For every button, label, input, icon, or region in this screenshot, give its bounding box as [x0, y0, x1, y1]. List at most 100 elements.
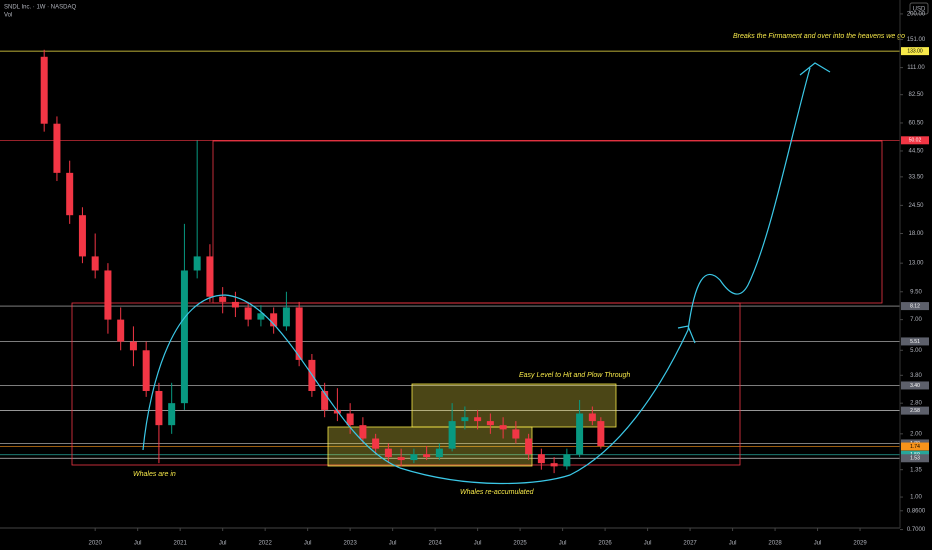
- y-tick-label: 18.00: [908, 231, 924, 237]
- candle-body: [384, 448, 392, 458]
- x-tick-label: 2025: [513, 541, 527, 547]
- candle-body: [257, 313, 265, 320]
- y-tick-label: 200.00: [907, 12, 926, 18]
- candle-body: [117, 319, 125, 342]
- candle-body: [597, 421, 605, 447]
- candle-body: [78, 215, 86, 257]
- candle-body: [423, 454, 431, 458]
- x-tick-label: Jul: [729, 541, 737, 547]
- candle-body: [486, 421, 494, 426]
- x-tick-label: 2021: [173, 541, 187, 547]
- candle-body: [359, 425, 367, 439]
- candle-body: [576, 413, 584, 455]
- candle-body: [219, 296, 227, 302]
- level-label: 2.58: [910, 408, 920, 414]
- level-tag: [901, 406, 929, 415]
- candle-body: [512, 429, 520, 439]
- y-tick-label: 151.00: [907, 37, 926, 43]
- candle-body: [180, 270, 188, 404]
- y-tick-label: 1.35: [910, 467, 922, 473]
- yellow-box: [411, 383, 617, 428]
- y-tick-label: 2.80: [910, 401, 922, 407]
- level-tag: [901, 337, 929, 346]
- candle-body: [40, 56, 48, 124]
- candle-body: [372, 438, 380, 449]
- candle-body: [168, 403, 176, 426]
- y-tick-label: 3.80: [910, 373, 922, 379]
- candle-body: [525, 438, 533, 455]
- axes: 200.00 151.00 111.00 82.50 60.50 44.50 33.50 24…: [89, 12, 929, 547]
- candle-body: [91, 256, 99, 271]
- candle-body: [155, 390, 163, 426]
- candle-body: [461, 417, 469, 422]
- x-tick-label: 2029: [853, 541, 867, 547]
- x-tick-label: 2026: [598, 541, 612, 547]
- yellow-box: [327, 426, 533, 467]
- x-tick-label: 2022: [258, 541, 272, 547]
- candle-body: [499, 425, 507, 430]
- x-tick-label: Jul: [644, 541, 652, 547]
- candle-body: [53, 123, 61, 173]
- candle-body: [129, 341, 137, 351]
- level-label: 50.02: [909, 138, 922, 144]
- y-tick-label: 33.50: [908, 174, 924, 180]
- candle-body: [270, 313, 278, 327]
- annotation: Whales are in: [133, 471, 176, 478]
- drawn-curve: [142, 62, 831, 485]
- x-tick-label: Jul: [134, 541, 142, 547]
- y-tick-label: 9.50: [910, 289, 922, 295]
- candle-body: [244, 307, 252, 320]
- candle-body: [206, 256, 214, 297]
- candle-body: [474, 417, 482, 422]
- y-tick-label: 0.8600: [907, 508, 926, 514]
- x-tick-label: Jul: [304, 541, 312, 547]
- x-tick-label: 2020: [89, 541, 103, 547]
- y-tick-label: 2.00: [910, 431, 922, 437]
- level-label: 8.12: [910, 303, 920, 309]
- candle-body: [295, 307, 303, 360]
- currency: USD: [913, 7, 926, 13]
- annotation: Whales re-accumulated: [460, 489, 535, 496]
- red-box: [71, 302, 741, 466]
- candle-body: [104, 270, 112, 320]
- level-label: 1.74: [910, 444, 920, 450]
- x-tick-label: 2027: [683, 541, 697, 547]
- y-tick-label: 1.00: [910, 495, 922, 501]
- candle-body: [397, 457, 405, 461]
- candle-body: [66, 172, 74, 216]
- level-tag: [901, 442, 929, 451]
- annotation: Breaks the Firmament and over into the h…: [733, 33, 905, 40]
- level-label: 5.51: [910, 339, 920, 345]
- x-tick-label: 2023: [343, 541, 357, 547]
- candle-body: [282, 307, 290, 327]
- volume-label: Vol: [4, 13, 12, 19]
- candle-body: [588, 413, 596, 422]
- level-label: 133.00: [907, 48, 923, 54]
- candle-body: [193, 256, 201, 271]
- annotation: Easy Level to Hit and Plow Through: [519, 372, 630, 379]
- y-tick-label: 111.00: [907, 65, 925, 71]
- level-label: 3.40: [910, 383, 920, 389]
- level-label: 1.53: [910, 456, 920, 462]
- candle-body: [435, 448, 443, 458]
- level-tag: [901, 47, 929, 56]
- y-tick-label: 60.50: [908, 121, 924, 127]
- candle-body: [448, 421, 456, 449]
- currency-button[interactable]: [909, 2, 929, 15]
- candle-body: [231, 301, 239, 308]
- candle-body: [537, 454, 545, 464]
- x-tick-label: Jul: [219, 541, 227, 547]
- x-tick-label: Jul: [559, 541, 567, 547]
- y-tick-label: 7.00: [910, 317, 922, 323]
- x-tick-label: Jul: [814, 541, 822, 547]
- level-tag: [901, 454, 929, 463]
- x-tick-label: Jul: [474, 541, 482, 547]
- y-tick-label: 44.50: [908, 149, 924, 155]
- y-tick-label: 82.50: [908, 92, 924, 98]
- candles: [40, 49, 605, 474]
- y-tick-label: 13.00: [908, 261, 924, 267]
- candle-body: [550, 463, 558, 467]
